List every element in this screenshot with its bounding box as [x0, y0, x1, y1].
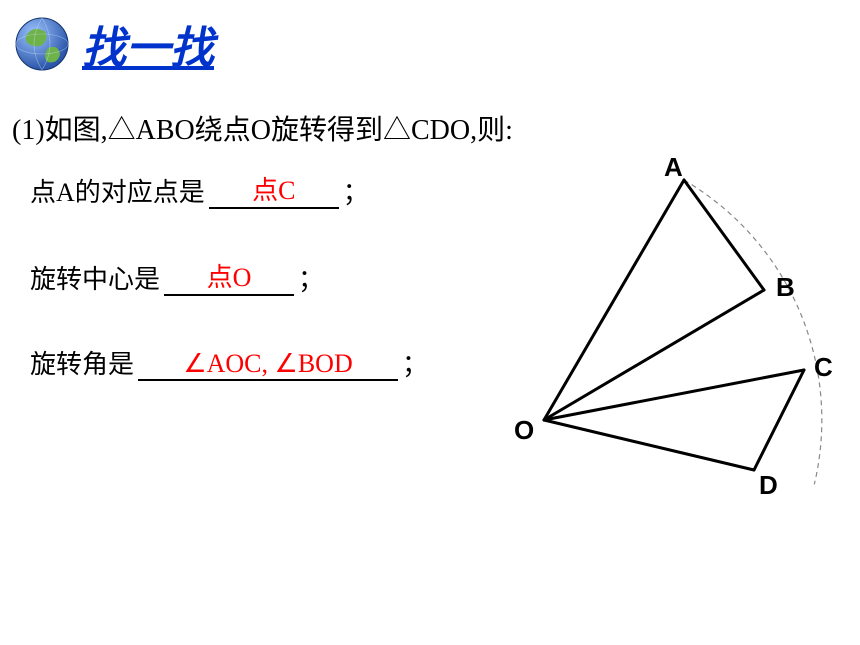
tail-2: ； [298, 259, 324, 296]
globe-icon [12, 14, 72, 74]
blank-3: ∠AOC, ∠BOD [138, 349, 398, 381]
tail-1: ； [343, 172, 369, 209]
label-3: 旋转角是 [30, 344, 134, 381]
fill-blanks: 点A的对应点是 点C ； 旋转中心是 点O ； 旋转角是 ∠AOC, ∠BOD … [0, 170, 520, 429]
blank-1: 点C [209, 170, 339, 209]
blank-2: 点O [164, 257, 294, 296]
point-label-O: O [514, 415, 534, 446]
label-2: 旋转中心是 [30, 259, 160, 296]
rotation-diagram: ABCDO [504, 160, 834, 520]
header: 找一找 [0, 0, 860, 76]
point-label-C: C [814, 352, 833, 383]
label-1: 点A的对应点是 [30, 172, 205, 209]
point-label-B: B [776, 272, 795, 303]
fill-line-1: 点A的对应点是 点C ； [30, 170, 520, 209]
point-label-A: A [664, 152, 683, 183]
point-label-D: D [759, 470, 778, 501]
fill-line-3: 旋转角是 ∠AOC, ∠BOD ； [30, 344, 520, 381]
tail-3: ； [402, 344, 428, 381]
answer-3: ∠AOC, ∠BOD [183, 349, 352, 378]
answer-2: 点O [207, 263, 252, 292]
fill-line-2: 旋转中心是 点O ； [30, 257, 520, 296]
question-text: (1)如图,△ABO绕点O旋转得到△CDO,则: [0, 76, 860, 148]
page-title: 找一找 [82, 12, 214, 76]
answer-1: 点C [252, 176, 295, 205]
